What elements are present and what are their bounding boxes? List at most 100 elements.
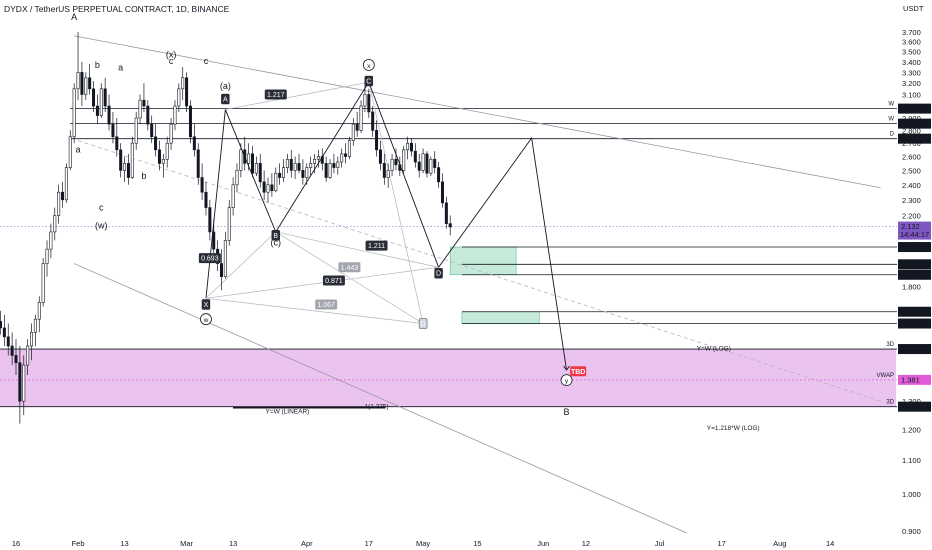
candle[interactable] [80, 61, 84, 107]
candle[interactable] [126, 153, 130, 185]
candle[interactable] [382, 153, 386, 185]
candle[interactable] [111, 111, 115, 144]
candle[interactable] [247, 143, 251, 171]
candle[interactable] [285, 153, 289, 174]
candle[interactable] [282, 159, 286, 182]
candle[interactable] [355, 111, 359, 137]
candle[interactable] [316, 149, 320, 168]
candle[interactable] [378, 140, 382, 171]
time-axis-bg[interactable] [0, 535, 932, 550]
candle[interactable] [239, 143, 243, 178]
candle[interactable] [57, 184, 61, 224]
candle[interactable] [250, 145, 254, 178]
candle[interactable] [421, 148, 425, 174]
candle[interactable] [371, 106, 375, 137]
candle[interactable] [324, 156, 328, 182]
candle[interactable] [258, 153, 262, 188]
candle[interactable] [37, 296, 41, 333]
candle[interactable] [243, 136, 247, 171]
candle[interactable] [99, 83, 103, 118]
candle[interactable] [375, 120, 379, 157]
candle[interactable] [417, 153, 421, 178]
candle[interactable] [332, 153, 336, 174]
candle[interactable] [301, 159, 305, 185]
candle[interactable] [212, 218, 216, 259]
candle[interactable] [157, 140, 161, 171]
candle[interactable] [188, 100, 192, 144]
candle[interactable] [6, 323, 10, 356]
candle[interactable] [293, 156, 297, 179]
candle[interactable] [444, 196, 448, 229]
candle[interactable] [154, 124, 158, 157]
candle[interactable] [0, 310, 2, 335]
candle[interactable] [289, 149, 293, 178]
candle[interactable] [437, 162, 441, 188]
candle[interactable] [347, 136, 351, 160]
candle[interactable] [18, 346, 22, 424]
candle[interactable] [367, 88, 371, 118]
candle[interactable] [68, 130, 72, 171]
tbd-badge[interactable] [570, 366, 587, 377]
candle[interactable] [340, 148, 344, 168]
candle[interactable] [204, 181, 208, 216]
candle[interactable] [231, 177, 235, 216]
candle[interactable] [22, 355, 26, 416]
candle[interactable] [313, 153, 317, 174]
candle[interactable] [409, 138, 413, 157]
candle[interactable] [130, 136, 134, 179]
candle[interactable] [165, 136, 169, 168]
candle[interactable] [402, 145, 406, 174]
candle[interactable] [53, 207, 57, 241]
candle[interactable] [363, 81, 367, 112]
candle[interactable] [169, 117, 173, 150]
candle[interactable] [219, 249, 223, 291]
candle[interactable] [92, 81, 96, 112]
candle[interactable] [386, 163, 390, 188]
candle[interactable] [10, 332, 14, 366]
candle[interactable] [433, 151, 437, 174]
candle[interactable] [200, 163, 204, 200]
candle[interactable] [142, 83, 146, 112]
candle[interactable] [196, 143, 200, 185]
candle[interactable] [181, 67, 185, 101]
candle[interactable] [61, 181, 65, 208]
candle[interactable] [192, 124, 196, 157]
candle[interactable] [254, 156, 258, 177]
candle[interactable] [119, 143, 123, 178]
candle[interactable] [223, 231, 227, 279]
candle[interactable] [177, 83, 181, 112]
candle[interactable] [107, 94, 111, 131]
candle[interactable] [185, 72, 189, 112]
candle[interactable] [95, 94, 99, 125]
candle[interactable] [274, 167, 278, 193]
candle[interactable] [161, 153, 165, 178]
candle[interactable] [49, 223, 53, 259]
candle[interactable] [278, 163, 282, 185]
candle[interactable] [14, 339, 18, 376]
candle[interactable] [33, 314, 37, 347]
candle[interactable] [448, 215, 452, 236]
candle[interactable] [297, 153, 301, 174]
candle[interactable] [440, 173, 444, 208]
candle[interactable] [30, 323, 34, 361]
candle[interactable] [394, 148, 398, 171]
candle[interactable] [88, 63, 92, 95]
candle[interactable] [84, 72, 88, 101]
candle[interactable] [262, 170, 266, 200]
candle[interactable] [72, 83, 76, 144]
candle[interactable] [208, 199, 212, 241]
candle[interactable] [173, 100, 177, 131]
candle[interactable] [398, 156, 402, 177]
candle[interactable] [235, 163, 239, 193]
candle[interactable] [328, 159, 332, 179]
candle[interactable] [266, 177, 270, 203]
candle[interactable] [76, 32, 80, 101]
candle[interactable] [138, 94, 142, 125]
candle[interactable] [309, 156, 313, 177]
candle[interactable] [359, 100, 363, 133]
candle[interactable] [26, 339, 30, 376]
candle[interactable] [103, 77, 107, 112]
candle[interactable] [336, 156, 340, 175]
candle[interactable] [351, 117, 355, 146]
